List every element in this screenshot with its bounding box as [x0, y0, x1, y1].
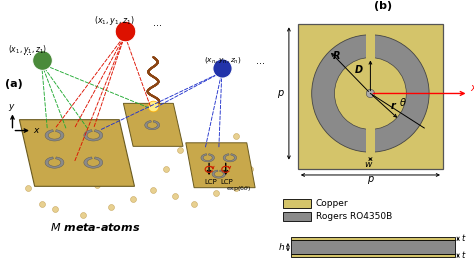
- Text: (b): (b): [374, 1, 392, 11]
- Text: t: t: [462, 251, 465, 260]
- Point: [149, 188, 156, 193]
- Point: [79, 213, 87, 217]
- Text: y: y: [9, 102, 14, 111]
- Polygon shape: [145, 120, 160, 130]
- Text: D: D: [355, 65, 364, 75]
- Circle shape: [366, 89, 374, 98]
- Point: [93, 183, 101, 187]
- Text: ...: ...: [23, 47, 32, 57]
- Point: [163, 166, 170, 171]
- Point: [232, 186, 239, 190]
- Text: p: p: [367, 174, 374, 184]
- Polygon shape: [212, 170, 226, 178]
- Polygon shape: [223, 154, 237, 162]
- Point: [171, 194, 179, 198]
- Point: [24, 186, 31, 190]
- Text: $(x_1, y_1, z_1)$: $(x_1, y_1, z_1)$: [9, 43, 47, 56]
- Polygon shape: [45, 130, 64, 141]
- Point: [38, 58, 46, 62]
- Point: [246, 166, 253, 171]
- FancyBboxPatch shape: [365, 33, 375, 59]
- Polygon shape: [201, 154, 214, 162]
- Point: [149, 104, 157, 108]
- Text: R: R: [332, 51, 340, 61]
- Polygon shape: [84, 157, 103, 168]
- Text: $(x_1, y_1, z_1)$: $(x_1, y_1, z_1)$: [94, 14, 135, 27]
- Polygon shape: [84, 130, 103, 141]
- FancyBboxPatch shape: [365, 128, 375, 154]
- Point: [107, 205, 115, 209]
- Polygon shape: [123, 103, 183, 146]
- Text: (a): (a): [5, 79, 23, 89]
- Circle shape: [312, 35, 429, 152]
- Point: [232, 134, 239, 138]
- Point: [190, 202, 198, 206]
- Text: x: x: [33, 126, 39, 135]
- Point: [212, 191, 220, 195]
- Text: r: r: [391, 101, 396, 111]
- FancyBboxPatch shape: [283, 212, 310, 221]
- Text: $\theta$: $\theta$: [400, 96, 407, 108]
- Circle shape: [335, 58, 406, 129]
- FancyBboxPatch shape: [283, 199, 310, 208]
- Point: [52, 207, 59, 212]
- Text: ...: ...: [256, 56, 265, 66]
- Text: ...: ...: [153, 18, 162, 28]
- Text: h: h: [278, 243, 284, 252]
- Text: Rogers RO4350B: Rogers RO4350B: [316, 212, 392, 221]
- Polygon shape: [45, 157, 64, 168]
- Point: [218, 66, 226, 70]
- Point: [176, 147, 184, 152]
- Text: LCP: LCP: [204, 179, 217, 185]
- Text: $\exp(6\theta)$: $\exp(6\theta)$: [226, 184, 251, 193]
- FancyBboxPatch shape: [292, 254, 455, 257]
- Point: [240, 156, 248, 160]
- Text: p: p: [277, 88, 284, 98]
- Text: t: t: [462, 234, 465, 243]
- Text: Copper: Copper: [316, 199, 348, 209]
- Text: $(x_n, y_n, z_n)$: $(x_n, y_n, z_n)$: [204, 55, 241, 65]
- FancyBboxPatch shape: [292, 240, 455, 254]
- Text: LCP: LCP: [221, 179, 234, 185]
- Text: $M$ meta-atoms: $M$ meta-atoms: [50, 221, 140, 233]
- Text: x: x: [470, 83, 474, 93]
- Point: [121, 175, 128, 179]
- Polygon shape: [19, 120, 135, 186]
- FancyBboxPatch shape: [292, 237, 455, 240]
- Polygon shape: [186, 143, 255, 188]
- Point: [121, 29, 128, 33]
- Point: [129, 196, 137, 201]
- FancyBboxPatch shape: [298, 24, 443, 169]
- Point: [38, 202, 46, 206]
- Text: w: w: [365, 160, 372, 169]
